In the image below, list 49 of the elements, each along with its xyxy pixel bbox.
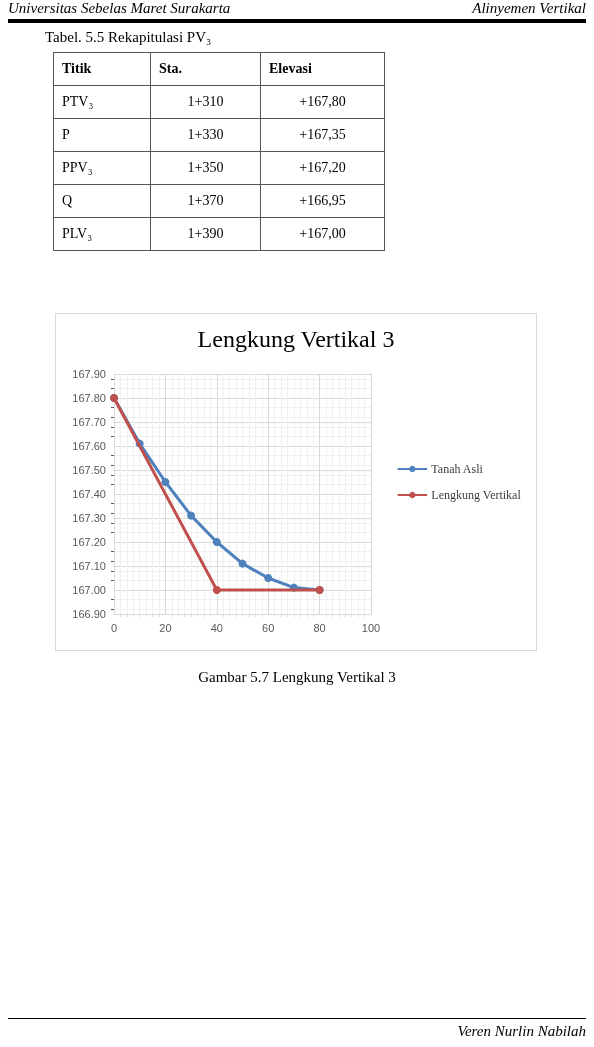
category-label: Sta. bbox=[150, 52, 261, 86]
y-tick-label: 167.00 bbox=[72, 584, 106, 596]
y-tick-label: 167.50 bbox=[72, 464, 106, 476]
text: 1+350 bbox=[187, 160, 224, 175]
category-label: P bbox=[62, 127, 70, 142]
y-tick-label: 167.90 bbox=[72, 368, 106, 380]
y-tick-label: 167.70 bbox=[72, 416, 106, 428]
y-tick-label: 166.90 bbox=[72, 608, 106, 620]
text: Veren Nurlin Nabilah bbox=[456, 1023, 586, 1040]
text: Alinyemen Vertikal bbox=[472, 0, 586, 17]
legend-label: Lengkung Vertikal bbox=[431, 488, 522, 502]
x-tick-label: 80 bbox=[313, 621, 326, 634]
legend-label: Tanah Asli bbox=[431, 462, 484, 476]
text: Universitas Sebelas Maret Surakarta bbox=[8, 0, 231, 17]
category-label: PTV₃ bbox=[62, 94, 94, 109]
x-tick-label: 40 bbox=[210, 621, 223, 634]
text: +167,35 bbox=[299, 127, 346, 142]
category-label: Q bbox=[62, 193, 73, 208]
category-label: Elevasi bbox=[260, 52, 385, 86]
y-tick-label: 167.30 bbox=[72, 512, 106, 524]
text: Tabel. 5.5 Rekapitulasi PV₃ bbox=[45, 29, 213, 46]
text: 1+390 bbox=[187, 226, 224, 241]
x-tick-label: 0 bbox=[110, 621, 118, 634]
point bbox=[212, 586, 221, 594]
x-tick-label: 100 bbox=[361, 621, 381, 634]
chart-title: Lengkung Vertikal 3 bbox=[197, 326, 395, 352]
point bbox=[212, 538, 221, 546]
x-tick-label: 20 bbox=[159, 621, 172, 634]
text: 1+310 bbox=[187, 94, 224, 109]
text: +167,00 bbox=[299, 226, 346, 241]
point bbox=[238, 559, 247, 568]
text: 1+330 bbox=[187, 127, 224, 142]
point bbox=[187, 511, 196, 520]
y-tick-label: 167.80 bbox=[72, 392, 106, 404]
category-label: PLV₃ bbox=[62, 226, 93, 241]
text: 1+370 bbox=[187, 193, 224, 208]
text: +167,20 bbox=[299, 160, 346, 175]
x-tick-label: 60 bbox=[262, 621, 275, 634]
text: +166,95 bbox=[299, 193, 346, 208]
point bbox=[161, 478, 170, 486]
y-tick-label: 167.20 bbox=[72, 536, 106, 548]
y-tick-label: 167.40 bbox=[72, 488, 106, 500]
y-tick-label: 167.10 bbox=[72, 560, 106, 572]
category-label: Titik bbox=[53, 52, 151, 86]
category-label: PPV₃ bbox=[62, 160, 93, 175]
text: +167,80 bbox=[299, 94, 346, 109]
text: Gambar 5.7 Lengkung Vertikal 3 bbox=[197, 669, 397, 686]
point bbox=[264, 574, 273, 582]
y-tick-label: 167.60 bbox=[72, 440, 106, 452]
